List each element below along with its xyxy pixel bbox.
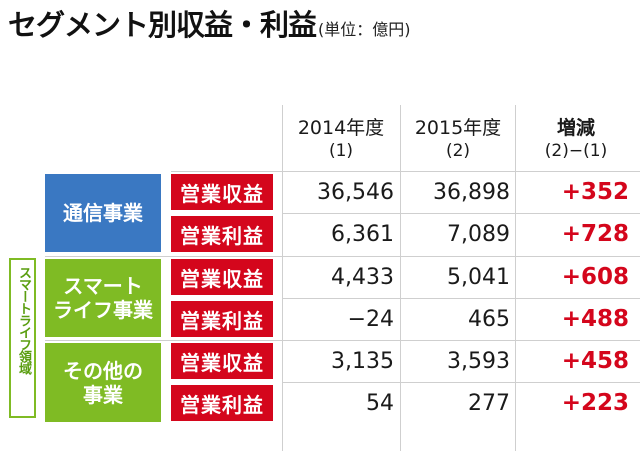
value-2015: 3,593: [447, 349, 510, 374]
metric-revenue: 営業収益: [171, 174, 273, 210]
header-2014-label: 2014年度: [297, 117, 385, 139]
value-2015: 7,089: [447, 222, 510, 247]
column-divider: [282, 105, 283, 451]
page-title: セグメント別収益・利益: [8, 8, 317, 42]
segment-other: その他の 事業: [45, 343, 161, 422]
title-block: セグメント別収益・利益 (単位：億円): [8, 2, 411, 44]
value-2015: 277: [468, 391, 510, 416]
row-divider: [171, 171, 640, 172]
header-2015-label: 2015年度: [414, 117, 502, 139]
value-diff: +728: [561, 221, 629, 247]
header-2014-sub: (1): [328, 141, 354, 161]
unit-note: (単位：億円): [318, 20, 411, 39]
value-2014: −24: [347, 307, 394, 332]
segment-telecom-label: 通信事業: [63, 201, 143, 225]
segment-smartlife: スマート ライフ事業: [45, 259, 161, 337]
value-diff: +458: [561, 348, 629, 374]
value-diff: +223: [561, 390, 629, 416]
column-divider: [515, 105, 516, 451]
header-2015: 2015年度 (2): [402, 117, 514, 163]
metric-profit: 営業利益: [171, 385, 273, 421]
row-divider: [282, 382, 640, 383]
metric-profit: 営業利益: [171, 301, 273, 337]
metric-revenue: 営業収益: [171, 259, 273, 295]
value-diff: +352: [561, 179, 629, 205]
value-2014: 6,361: [331, 222, 394, 247]
segment-smartlife-label-2: ライフ事業: [53, 298, 153, 322]
value-2015: 5,041: [447, 265, 510, 290]
header-diff-sub: (2)−(1): [544, 141, 608, 161]
row-divider: [282, 298, 640, 299]
segment-smartlife-label-1: スマート: [63, 274, 143, 298]
smartlife-domain-label: スマートライフ領域: [16, 266, 31, 374]
value-2015: 465: [468, 307, 510, 332]
value-diff: +488: [561, 306, 629, 332]
row-divider: [45, 256, 640, 257]
header-2015-sub: (2): [445, 141, 471, 161]
row-divider: [282, 213, 640, 214]
metric-profit: 営業利益: [171, 216, 273, 252]
metric-revenue: 営業収益: [171, 343, 273, 379]
smartlife-domain-bracket: スマートライフ領域: [9, 258, 36, 418]
row-divider: [45, 340, 640, 341]
value-2014: 36,546: [317, 180, 394, 205]
value-2014: 54: [366, 391, 394, 416]
segment-telecom: 通信事業: [45, 174, 161, 252]
header-diff-label: 増減: [556, 117, 595, 139]
header-diff: 増減 (2)−(1): [517, 117, 635, 163]
value-2015: 36,898: [433, 180, 510, 205]
column-divider: [400, 105, 401, 451]
value-diff: +608: [561, 264, 629, 290]
value-2014: 4,433: [331, 265, 394, 290]
header-2014: 2014年度 (1): [284, 117, 398, 163]
segment-other-label-1: その他の: [63, 358, 143, 383]
segment-other-label-2: 事業: [83, 382, 123, 407]
value-2014: 3,135: [331, 349, 394, 374]
